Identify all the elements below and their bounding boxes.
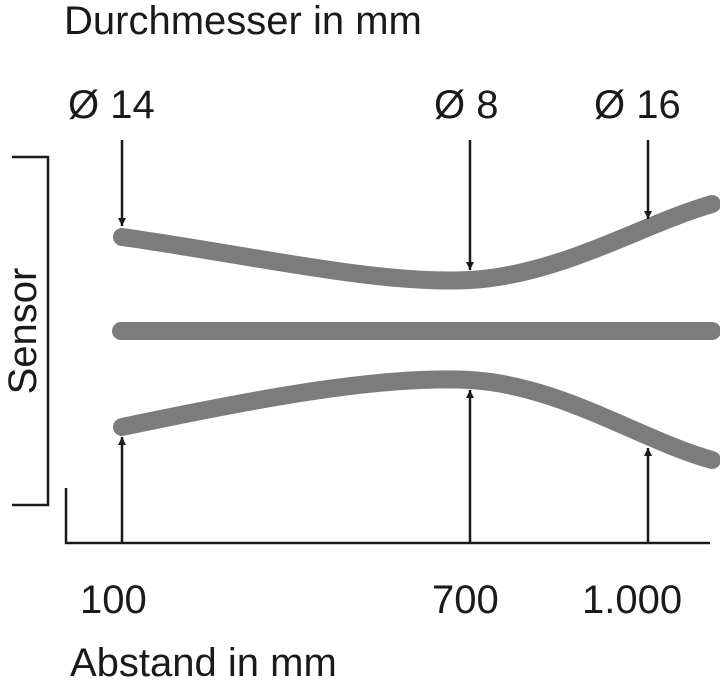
x-axis-label: Abstand in mm (70, 641, 337, 682)
title: Durchmesser in mm (64, 0, 422, 43)
diameter-label: Ø 14 (68, 83, 155, 127)
distance-label: 1.000 (582, 578, 682, 622)
distance-label: 100 (80, 578, 147, 622)
diameter-label: Ø 16 (594, 83, 681, 127)
beam-lower (113, 370, 720, 469)
diameter-label: Ø 8 (434, 83, 498, 127)
distance-label: 700 (432, 578, 499, 622)
beam-upper (113, 195, 720, 290)
sensor-bracket (12, 155, 50, 507)
axis (64, 488, 710, 545)
sensor-label: Sensor (1, 268, 45, 395)
